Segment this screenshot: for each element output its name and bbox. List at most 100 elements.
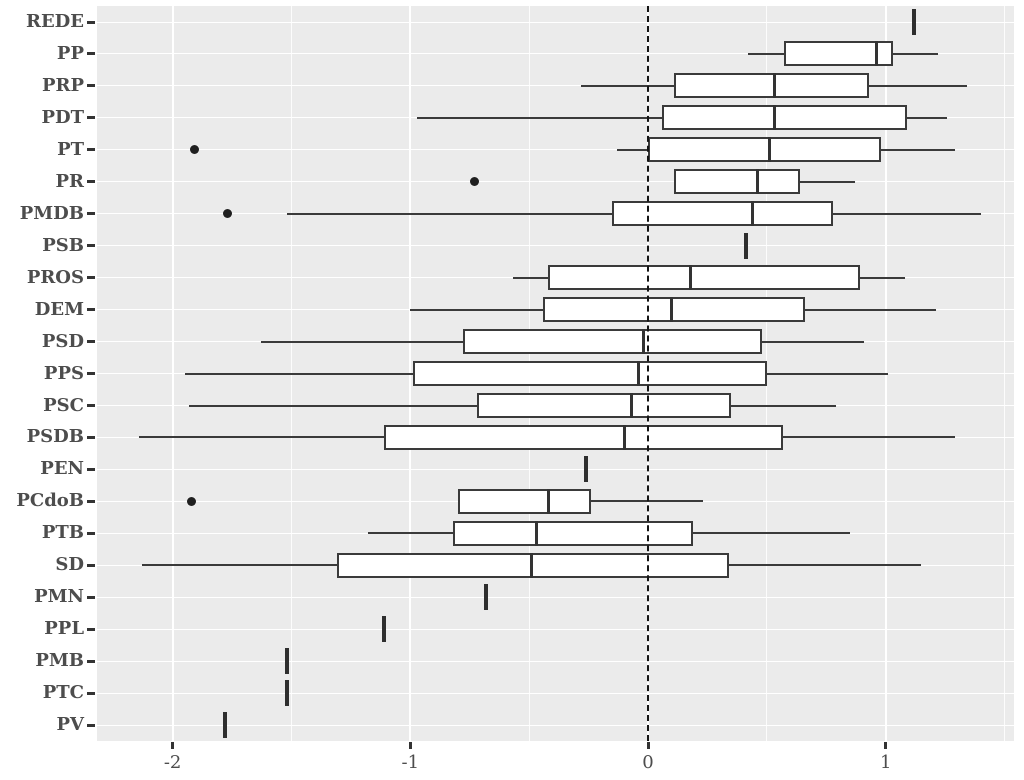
x-axis-tick (646, 742, 650, 749)
iqr-box (453, 520, 694, 546)
lower-whisker (512, 276, 550, 279)
lower-whisker (581, 84, 676, 87)
y-axis-label: PEN (40, 458, 84, 480)
upper-whisker (803, 308, 936, 311)
y-axis-tick (87, 595, 95, 599)
y-axis-tick (87, 563, 95, 567)
gridline-vertical-minor (1004, 6, 1005, 741)
outlier-point (189, 145, 199, 155)
upper-whisker (858, 276, 905, 279)
y-axis-tick (87, 212, 95, 216)
y-axis-label: PSD (41, 330, 84, 352)
y-axis-label: PMB (35, 650, 84, 672)
y-axis-label: PPL (44, 618, 84, 640)
upper-whisker (782, 436, 955, 439)
y-axis-tick (87, 308, 95, 312)
upper-whisker (730, 404, 836, 407)
iqr-box (783, 41, 893, 67)
median-line (637, 361, 640, 386)
iqr-box (674, 169, 801, 195)
gridline-horizontal (97, 724, 1014, 726)
single-value-tick (284, 648, 289, 675)
gridline-horizontal (97, 468, 1014, 470)
y-axis-label: PP (56, 42, 84, 64)
y-axis-label: PRP (41, 74, 84, 96)
single-value-tick (222, 712, 227, 738)
iqr-box (384, 424, 784, 450)
lower-whisker (184, 372, 414, 375)
upper-whisker (891, 52, 938, 55)
lower-whisker (417, 116, 664, 119)
gridline-horizontal (97, 149, 1014, 151)
y-axis-label: PTB (41, 522, 84, 544)
iqr-box (662, 105, 908, 131)
lower-whisker (367, 532, 455, 535)
gridline-horizontal (97, 53, 1014, 55)
single-value-tick (912, 9, 917, 35)
y-axis-label: DEM (34, 298, 84, 320)
single-value-tick (584, 456, 589, 483)
y-axis-tick (87, 435, 95, 439)
y-axis-tick (87, 531, 95, 535)
y-axis-label: PDT (41, 106, 84, 128)
y-axis-tick (87, 20, 95, 24)
x-axis-tick (171, 742, 175, 749)
y-axis-tick (87, 52, 95, 56)
gridline-horizontal (97, 596, 1014, 598)
y-axis-label: PROS (26, 266, 84, 288)
upper-whisker (590, 500, 703, 503)
x-axis-label: 0 (642, 752, 654, 773)
y-axis-tick (87, 404, 95, 407)
iqr-box (548, 265, 860, 291)
y-axis-label: PT (57, 138, 84, 160)
median-line (641, 329, 645, 354)
x-axis-tick (408, 742, 412, 749)
y-axis-tick (87, 691, 95, 695)
y-axis-label: PR (55, 170, 85, 192)
iqr-box (457, 488, 591, 514)
y-axis-label: PPS (43, 362, 84, 384)
y-axis-label: PSB (42, 234, 84, 256)
y-axis-label: PV (56, 714, 84, 735)
y-axis-label: PMDB (19, 202, 84, 224)
lower-whisker (617, 148, 649, 151)
x-axis-label: -1 (401, 752, 420, 773)
iqr-box (674, 73, 869, 99)
y-axis-label: PTC (42, 682, 84, 704)
single-value-tick (743, 232, 748, 259)
upper-whisker (761, 340, 865, 343)
plot-panel (97, 6, 1014, 741)
iqr-box (612, 201, 834, 227)
y-axis-label: PSC (43, 394, 84, 416)
x-axis-tick (884, 742, 888, 749)
upper-whisker (906, 116, 948, 119)
y-axis-tick (87, 148, 95, 152)
outlier-point (222, 209, 232, 219)
single-value-tick (484, 584, 489, 611)
iqr-box (476, 393, 732, 418)
single-value-tick (382, 616, 387, 643)
upper-whisker (832, 212, 981, 215)
gridline-horizontal (97, 660, 1014, 662)
y-axis-tick (87, 499, 95, 503)
upper-whisker (799, 180, 855, 183)
y-axis-tick (87, 244, 95, 248)
y-axis-tick (87, 723, 95, 727)
iqr-box (412, 361, 767, 386)
lower-whisker (747, 52, 785, 55)
median-line (534, 520, 538, 546)
y-axis-tick (87, 116, 95, 120)
y-axis-tick (87, 627, 95, 631)
iqr-box (648, 137, 881, 163)
median-line (772, 105, 776, 131)
x-axis-label: 1 (879, 752, 892, 773)
median-line (629, 393, 633, 418)
gridline-horizontal (97, 628, 1014, 630)
zero-reference-line (647, 6, 649, 741)
upper-whisker (727, 564, 922, 567)
y-axis-tick (87, 340, 95, 343)
upper-whisker (879, 148, 955, 151)
x-axis-label: -2 (163, 752, 182, 773)
median-line (874, 41, 878, 67)
